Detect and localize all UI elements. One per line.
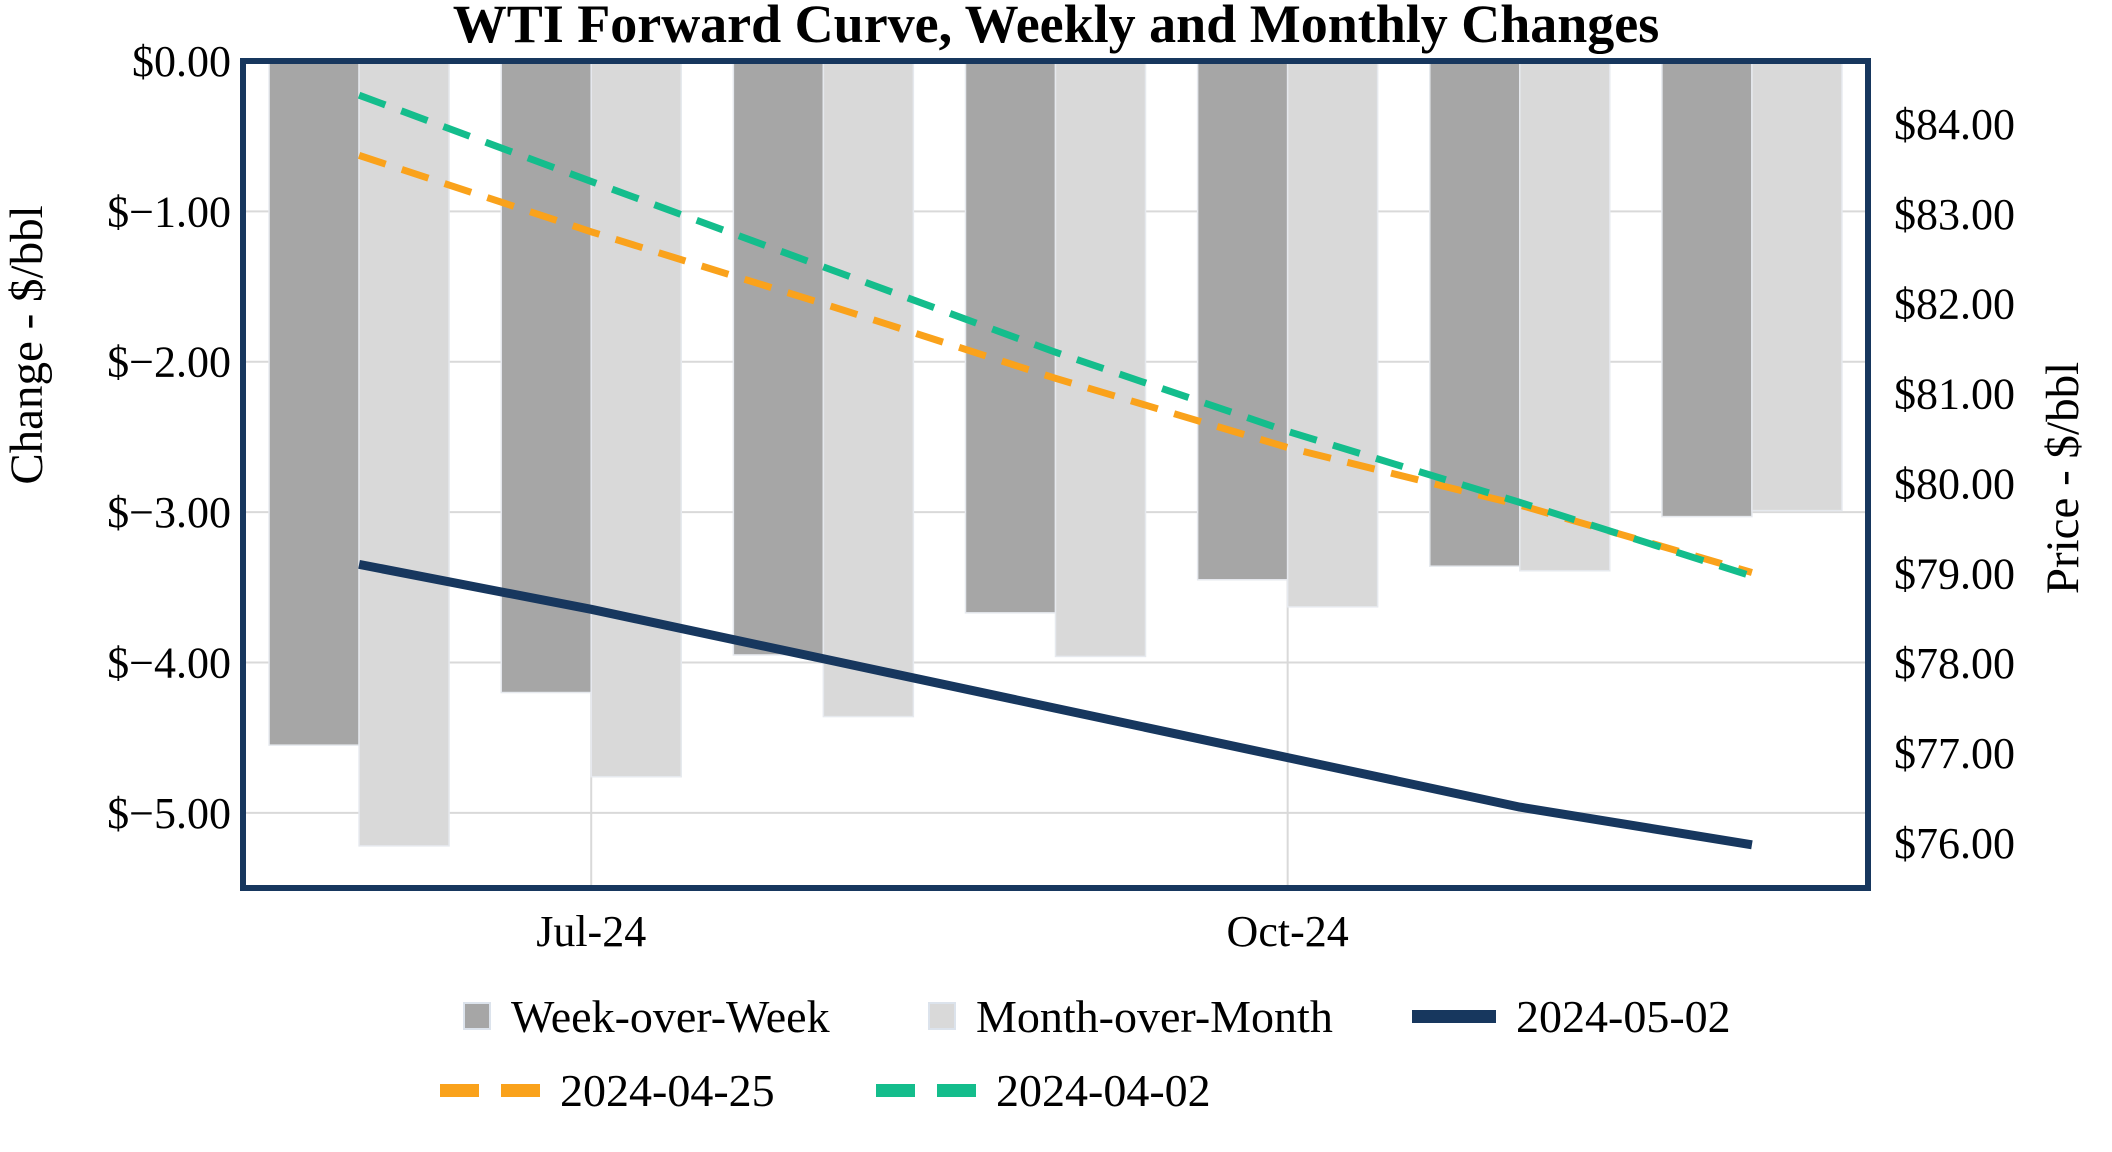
bar bbox=[1286, 60, 1379, 608]
legend-label-week-over-week: Week-over-Week bbox=[511, 990, 830, 1042]
svg-text:$−2.00: $−2.00 bbox=[107, 338, 231, 387]
bar bbox=[822, 60, 915, 718]
chart-title: WTI Forward Curve, Weekly and Monthly Ch… bbox=[452, 0, 1660, 54]
legend-item-month-over-month: Month-over-Month bbox=[928, 990, 1333, 1042]
legend-item-2024-04-25: 2024-04-25 bbox=[440, 1064, 775, 1116]
bars-month-over-month bbox=[358, 60, 1843, 847]
svg-text:Oct-24: Oct-24 bbox=[1227, 907, 1349, 956]
legend-label-2024-04-02: 2024-04-02 bbox=[996, 1064, 1211, 1116]
legend-item-2024-04-02: 2024-04-02 bbox=[876, 1064, 1211, 1116]
orange-dashed-line-swatch-icon bbox=[440, 1083, 540, 1097]
bar bbox=[268, 60, 360, 746]
bar bbox=[1196, 60, 1289, 581]
bar bbox=[1751, 60, 1843, 512]
bar bbox=[732, 60, 825, 656]
x-axis-ticks: Jul-24 Oct-24 bbox=[536, 907, 1349, 956]
svg-text:$78.00: $78.00 bbox=[1894, 639, 2015, 688]
solid-line-swatch-icon bbox=[1412, 1009, 1496, 1023]
svg-text:$77.00: $77.00 bbox=[1894, 729, 2015, 778]
svg-text:$0.00: $0.00 bbox=[132, 37, 231, 86]
green-dashed-line-swatch-icon bbox=[876, 1083, 976, 1097]
svg-text:$76.00: $76.00 bbox=[1894, 819, 2015, 868]
svg-text:$83.00: $83.00 bbox=[1894, 190, 2015, 239]
week-over-week-swatch-icon bbox=[463, 1002, 491, 1030]
bar bbox=[1519, 60, 1611, 572]
line-2024-04-25 bbox=[357, 152, 1753, 576]
svg-text:Jul-24: Jul-24 bbox=[536, 907, 646, 956]
line-2024-04-02 bbox=[357, 91, 1753, 580]
svg-text:$79.00: $79.00 bbox=[1894, 549, 2015, 598]
svg-text:$−5.00: $−5.00 bbox=[107, 789, 231, 838]
bar bbox=[1661, 60, 1753, 518]
right-axis-title: Price - $/bbl bbox=[2037, 362, 2089, 594]
bar bbox=[1054, 60, 1147, 658]
legend-label-month-over-month: Month-over-Month bbox=[976, 990, 1333, 1042]
plot-border bbox=[240, 58, 1871, 891]
y-axis-right-ticks: $84.00 $83.00 $82.00 $81.00 $80.00 $79.00 $78.… bbox=[1894, 100, 2015, 868]
legend-label-2024-05-02: 2024-05-02 bbox=[1516, 990, 1731, 1042]
legend-item-2024-05-02: 2024-05-02 bbox=[1412, 990, 1731, 1042]
line-2024-05-02 bbox=[358, 559, 1753, 850]
svg-text:$−1.00: $−1.00 bbox=[107, 187, 231, 236]
month-over-month-swatch-icon bbox=[928, 1002, 956, 1030]
svg-text:$81.00: $81.00 bbox=[1894, 370, 2015, 419]
left-axis-title: Change - $/bbl bbox=[1, 205, 53, 484]
bar bbox=[590, 60, 682, 778]
svg-text:$82.00: $82.00 bbox=[1894, 280, 2015, 329]
svg-text:$−4.00: $−4.00 bbox=[107, 638, 231, 687]
legend-item-week-over-week: Week-over-Week bbox=[463, 990, 830, 1042]
svg-text:$84.00: $84.00 bbox=[1894, 100, 2015, 149]
bar bbox=[358, 60, 450, 847]
legend-label-2024-04-25: 2024-04-25 bbox=[560, 1064, 775, 1116]
svg-text:$−3.00: $−3.00 bbox=[107, 488, 231, 537]
y-axis-left-ticks: $0.00 $−1.00 $−2.00 $−3.00 $−4.00 $−5.00 bbox=[107, 37, 231, 838]
svg-text:$80.00: $80.00 bbox=[1894, 459, 2015, 508]
